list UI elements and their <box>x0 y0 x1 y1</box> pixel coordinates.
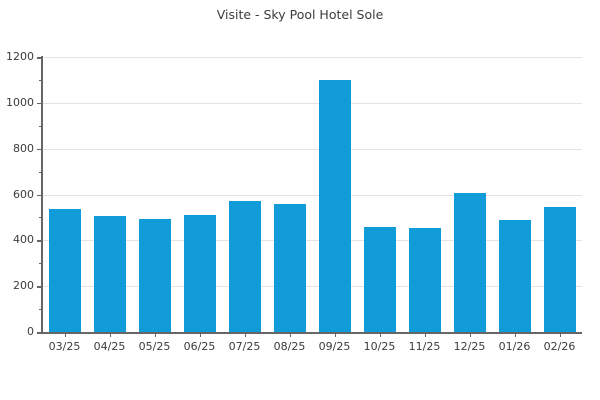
y-axis-line <box>41 56 43 333</box>
x-axis-tick <box>64 334 66 337</box>
x-axis-tick <box>514 334 516 337</box>
bar <box>453 192 486 332</box>
chart-title: Visite - Sky Pool Hotel Sole <box>216 7 384 22</box>
x-tick-label: 08/25 <box>273 340 306 353</box>
y-axis-minor-tick <box>39 309 41 311</box>
y-tick-label: 1200 <box>6 50 34 63</box>
x-tick-label: 09/25 <box>318 340 351 353</box>
bar <box>183 215 216 332</box>
y-tick-label: 0 <box>27 325 34 338</box>
y-axis-tick <box>37 240 41 242</box>
x-axis-tick <box>154 334 156 337</box>
x-tick-label: 05/25 <box>138 340 171 353</box>
bar <box>228 201 261 332</box>
y-axis-tick <box>37 286 41 288</box>
y-axis-minor-tick <box>39 217 41 219</box>
gridline <box>42 148 582 150</box>
x-axis-tick <box>289 334 291 337</box>
bar <box>408 227 441 332</box>
bar <box>363 226 396 332</box>
x-tick-label: 10/25 <box>363 340 396 353</box>
x-tick-label: 04/25 <box>93 340 126 353</box>
x-axis-tick <box>379 334 381 337</box>
x-axis-tick <box>199 334 201 337</box>
y-axis-minor-tick <box>39 171 41 173</box>
x-axis-tick <box>109 334 111 337</box>
bar <box>543 207 576 332</box>
gridline <box>42 57 582 58</box>
y-axis-minor-tick <box>39 263 41 265</box>
x-axis-tick <box>559 334 561 337</box>
bar <box>138 218 171 332</box>
x-axis-tick <box>424 334 426 337</box>
y-axis-tick <box>37 332 41 334</box>
x-tick-label: 02/26 <box>543 340 576 353</box>
y-tick-label: 1000 <box>6 95 34 109</box>
x-axis-tick <box>334 334 336 337</box>
x-tick-label: 12/25 <box>453 340 486 353</box>
y-axis-minor-tick <box>39 125 41 127</box>
x-tick-label: 03/25 <box>48 340 81 353</box>
bar <box>498 219 531 332</box>
y-axis-tick <box>37 102 41 105</box>
y-tick-label: 200 <box>13 279 34 293</box>
x-axis-tick <box>244 334 246 337</box>
x-tick-label: 06/25 <box>183 340 216 353</box>
bar <box>48 209 81 332</box>
x-tick-label: 01/26 <box>498 340 531 353</box>
x-axis-line <box>41 332 582 334</box>
x-tick-label: 07/25 <box>228 340 261 353</box>
gridline <box>42 240 582 242</box>
gridline <box>42 286 582 288</box>
x-axis-tick <box>469 334 471 337</box>
bar <box>93 216 126 332</box>
x-tick-label: 11/25 <box>408 340 441 353</box>
y-tick-label: 600 <box>13 187 34 201</box>
y-axis-tick <box>37 194 41 196</box>
y-axis-tick <box>37 148 41 151</box>
y-tick-label: 400 <box>13 233 34 247</box>
gridline <box>42 102 582 104</box>
y-tick-label: 800 <box>13 141 34 155</box>
bar <box>273 203 306 332</box>
bar <box>318 79 351 332</box>
gridline <box>42 194 582 196</box>
y-axis-tick <box>37 57 41 59</box>
y-axis-minor-tick <box>39 79 41 81</box>
